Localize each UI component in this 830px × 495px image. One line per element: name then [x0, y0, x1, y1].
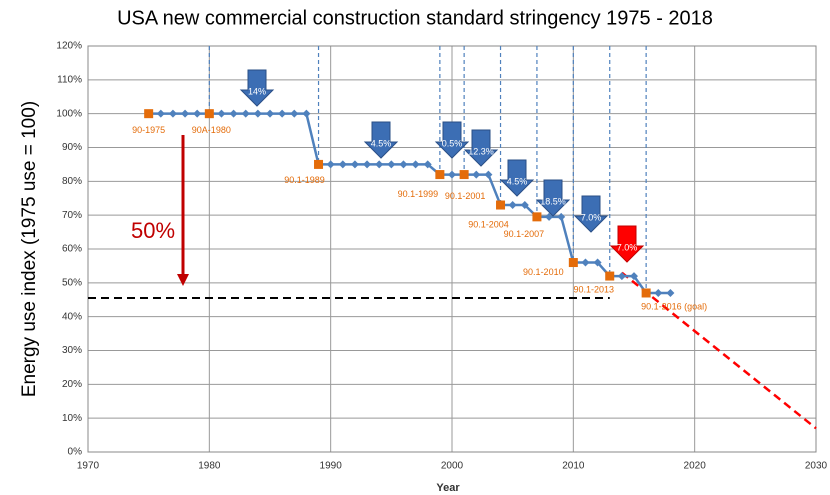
data-point: [411, 160, 420, 169]
standard-label: 90A-1980: [192, 125, 231, 135]
y-tick-label: 10%: [62, 413, 82, 424]
data-point: [363, 160, 372, 169]
data-point: [350, 160, 359, 169]
reduction-arrow: [434, 121, 470, 159]
standard-label: 90.1-2013: [573, 284, 614, 294]
standard-marker: [435, 170, 445, 180]
standard-marker: [568, 258, 578, 268]
data-point: [290, 109, 299, 118]
trend-line: [621, 271, 817, 430]
reduction-label: 18.5%: [540, 196, 566, 206]
x-tick-label: 1970: [77, 461, 100, 472]
x-tick-label: 2020: [684, 461, 707, 472]
standard-marker: [496, 200, 506, 210]
reduction-arrow: [363, 121, 399, 159]
data-point: [326, 160, 335, 169]
data-point: [399, 160, 408, 169]
y-tick-label: 30%: [62, 345, 82, 356]
standard-label: 90.1-2016 (goal): [641, 301, 707, 311]
reduction-arrow: [573, 195, 609, 233]
standard-marker: [204, 109, 214, 119]
data-point: [229, 109, 238, 118]
standard-marker: [641, 288, 651, 298]
data-point: [193, 109, 202, 118]
x-tick-label: 2010: [562, 461, 585, 472]
x-tick-label: 1980: [198, 461, 221, 472]
data-point: [156, 109, 165, 118]
reduction-label: 7.0%: [617, 242, 638, 252]
standard-label: 90.1-1999: [398, 189, 439, 199]
reduction-arrow: [239, 69, 275, 107]
data-point: [423, 160, 432, 169]
data-point: [338, 160, 347, 169]
reduction-arrow: [499, 159, 535, 197]
y-tick-label: 70%: [62, 210, 82, 221]
data-point: [278, 109, 287, 118]
target-arrowhead: [177, 274, 189, 286]
standard-label: 90.1-1989: [284, 175, 325, 185]
x-axis-label: Year: [436, 482, 460, 494]
x-tick-label: 1990: [320, 461, 343, 472]
data-point: [253, 109, 262, 118]
data-point: [593, 258, 602, 267]
data-point: [241, 109, 250, 118]
standard-label: 90.1-2007: [504, 229, 545, 239]
reduction-label: 14%: [248, 86, 266, 96]
x-tick-label: 2000: [441, 461, 464, 472]
data-point: [630, 272, 638, 281]
standard-label: 90.1-2004: [468, 219, 509, 229]
y-tick-label: 20%: [62, 379, 82, 390]
y-tick-label: 60%: [62, 244, 82, 255]
reduction-label: 12.3%: [468, 146, 494, 156]
reduction-label: 7.0%: [581, 212, 602, 222]
data-point: [520, 201, 529, 210]
data-point: [508, 201, 517, 210]
data-point: [557, 212, 566, 221]
reduction-arrow: [535, 179, 571, 217]
data-point: [617, 272, 626, 281]
standard-marker: [144, 109, 154, 119]
standard-label: 90-1975: [132, 125, 165, 135]
data-point: [217, 109, 226, 118]
data-point: [484, 170, 493, 179]
data-point: [448, 170, 456, 179]
reduction-arrow: [609, 225, 645, 263]
y-tick-label: 120%: [56, 41, 82, 52]
y-tick-label: 0%: [68, 447, 83, 458]
reduction-label: 4.5%: [371, 138, 392, 148]
data-point: [654, 288, 663, 297]
standard-marker: [605, 271, 615, 281]
standard-label: 90.1-2010: [523, 267, 564, 277]
y-tick-label: 40%: [62, 311, 82, 322]
y-tick-label: 80%: [62, 176, 82, 187]
data-point: [472, 170, 481, 179]
reduction-label: 4.5%: [507, 176, 528, 186]
standard-marker: [532, 212, 542, 222]
data-point: [387, 160, 396, 169]
data-point: [181, 109, 190, 118]
chart-title: USA new commercial construction standard…: [117, 7, 713, 29]
data-point: [266, 109, 274, 118]
plot-frame: [87, 45, 817, 453]
reduction-arrow: [463, 129, 499, 167]
y-tick-label: 110%: [57, 74, 82, 85]
data-point: [545, 212, 554, 221]
y-tick-label: 50%: [62, 277, 82, 288]
standard-marker: [459, 170, 469, 180]
data-point: [302, 109, 311, 118]
y-tick-label: 90%: [62, 142, 82, 153]
target-label: 50%: [131, 218, 175, 243]
data-point: [666, 288, 675, 297]
data-point: [168, 109, 177, 118]
standard-marker: [314, 159, 324, 169]
standard-label: 90.1-2001: [445, 191, 486, 201]
reduction-label: 0.5%: [442, 138, 463, 148]
data-point: [581, 258, 590, 267]
data-point: [375, 160, 384, 169]
y-axis-label: Energy use index (1975 use = 100): [19, 101, 40, 397]
x-tick-label: 2030: [805, 461, 828, 472]
y-tick-label: 100%: [56, 108, 82, 119]
